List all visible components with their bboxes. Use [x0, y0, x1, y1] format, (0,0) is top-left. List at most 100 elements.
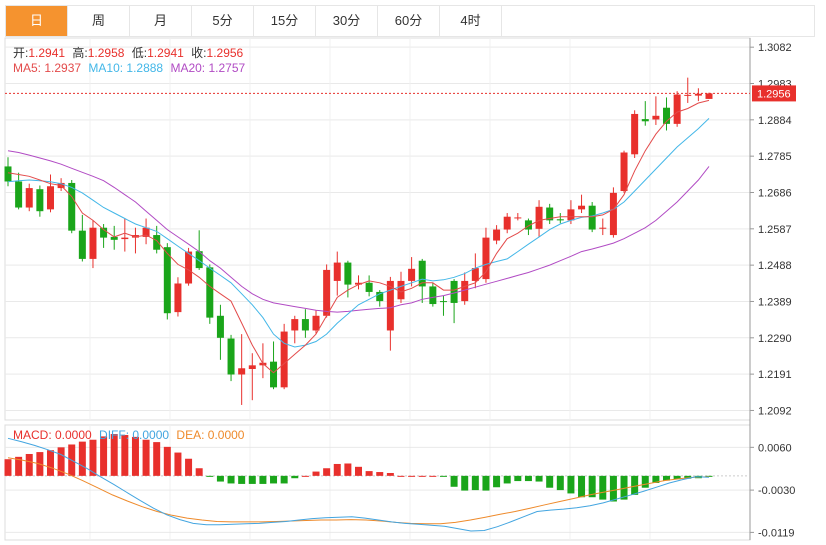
high-label: 高:: [72, 46, 88, 60]
candle-body: [185, 251, 193, 284]
candle-body: [131, 235, 139, 238]
macd-bar: [609, 475, 617, 502]
ma5-label: MA5:: [13, 61, 45, 75]
tab-0[interactable]: 日: [6, 6, 68, 36]
close-label: 收:: [191, 46, 207, 60]
macd-bar: [556, 475, 564, 491]
ma20-value: 1.2757: [208, 61, 246, 75]
macd-tick-label: 0.0060: [758, 442, 792, 454]
price-tick-label: 1.2785: [758, 151, 792, 163]
macd-bar: [163, 446, 171, 476]
macd-bar: [312, 471, 320, 476]
macd-bar: [482, 475, 490, 491]
candle-body: [355, 282, 362, 285]
candle-body: [471, 268, 479, 281]
tab-7[interactable]: 4时: [440, 6, 502, 36]
candle-body: [89, 227, 97, 259]
candle-body: [429, 286, 437, 305]
candle-body: [4, 166, 12, 182]
macd-bar: [174, 452, 182, 476]
candle-body: [705, 93, 713, 99]
candle-body: [609, 192, 617, 236]
ma-readout: MA5: 1.2937 MA10: 1.2888 MA20: 1.2757: [13, 61, 249, 75]
macd-bar: [429, 475, 437, 477]
candle-body: [163, 247, 171, 314]
diff-value: 0.0000: [132, 428, 170, 442]
candle-body: [270, 361, 278, 388]
tab-4[interactable]: 15分: [254, 6, 316, 36]
macd-bar: [599, 475, 607, 500]
tab-1[interactable]: 周: [68, 6, 130, 36]
candle-body: [227, 338, 235, 375]
tab-3[interactable]: 5分: [192, 6, 254, 36]
candle-body: [641, 119, 649, 122]
macd-bar: [206, 475, 214, 477]
candle-body: [673, 94, 681, 124]
macd-bar: [280, 475, 288, 484]
macd-bar: [131, 436, 139, 476]
diff-line: [7, 437, 710, 532]
macd-bar: [673, 475, 681, 480]
macd-readout: MACD: 0.0000 DIFF: 0.0000 DEA: 0.0000: [13, 428, 248, 442]
open-label: 开:: [13, 46, 29, 60]
candle-body: [15, 181, 23, 208]
candle-body: [78, 230, 86, 259]
macd-bar: [663, 475, 671, 481]
candle-body: [588, 205, 596, 230]
candle-body: [312, 315, 320, 331]
candle-body: [238, 368, 246, 375]
ma20-line: [7, 150, 710, 313]
close-value: 1.2956: [206, 46, 244, 60]
macd-bar: [439, 475, 447, 477]
candle-body: [68, 182, 76, 231]
macd-bar: [376, 472, 384, 476]
tab-2[interactable]: 月: [130, 6, 192, 36]
candle-body: [333, 262, 341, 281]
candle-body: [121, 237, 129, 240]
dea-label: DEA:: [176, 428, 208, 442]
candle-body: [248, 365, 256, 369]
candle-body: [535, 206, 543, 229]
macd-bar: [227, 475, 235, 484]
candle-body: [397, 280, 405, 300]
tab-5[interactable]: 30分: [316, 6, 378, 36]
macd-bar: [461, 475, 469, 491]
price-tick-label: 1.2389: [758, 296, 792, 308]
macd-bar: [15, 456, 23, 476]
macd-bar: [450, 475, 458, 487]
ohlc-readout: 开:1.2941 高:1.2958 低:1.2941 收:1.2956: [13, 44, 247, 61]
macd-bar: [386, 472, 394, 476]
current-price-badge: [752, 85, 796, 102]
price-tick-label: 1.2884: [758, 115, 792, 127]
candle-body: [291, 319, 299, 331]
candle-body: [546, 207, 554, 221]
macd-bar: [684, 475, 692, 479]
macd-bar: [259, 475, 267, 484]
candle-body: [301, 319, 309, 331]
macd-bar: [301, 475, 309, 477]
candle-body: [461, 280, 469, 302]
macd-bar: [323, 468, 331, 476]
macd-bar: [195, 468, 203, 476]
macd-bar: [408, 475, 416, 477]
dea-value: 0.0000: [207, 428, 245, 442]
candle-body: [514, 217, 522, 219]
diff-label: DIFF:: [99, 428, 133, 442]
candle-body: [195, 251, 203, 269]
candle-body: [142, 227, 150, 237]
candle-body: [110, 236, 118, 240]
tab-6[interactable]: 60分: [378, 6, 440, 36]
macd-bar: [493, 475, 501, 488]
price-tick-label: 1.2488: [758, 260, 792, 272]
price-tick-label: 1.2092: [758, 405, 792, 417]
macd-bar: [355, 466, 362, 476]
candle-body: [323, 269, 331, 316]
macd-bar: [535, 475, 543, 482]
price-tick-label: 1.2191: [758, 369, 792, 381]
macd-bar: [89, 439, 97, 476]
price-tick-label: 1.2587: [758, 224, 792, 236]
ma5-value: 1.2937: [44, 61, 82, 75]
candle-body: [386, 280, 394, 331]
macd-bar: [100, 436, 108, 476]
